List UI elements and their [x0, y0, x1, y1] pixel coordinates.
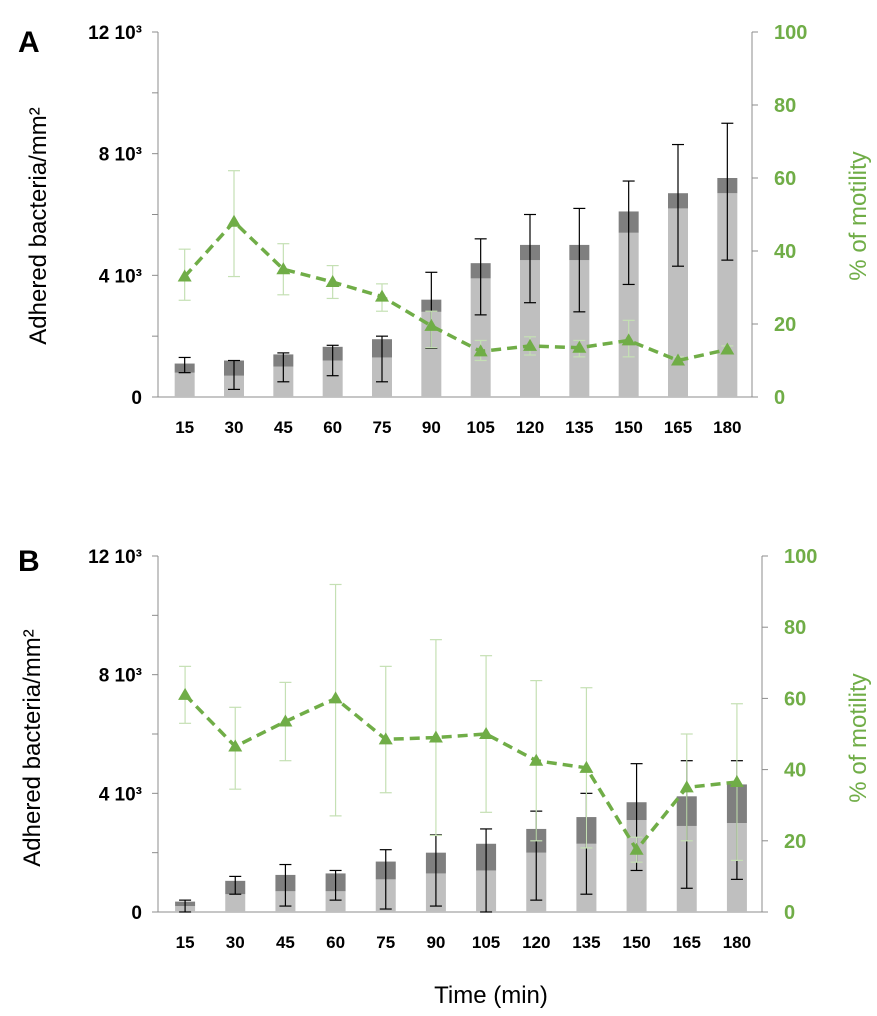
- bar-lower-segment: [325, 891, 346, 912]
- y-tick-label-left: 4 10³: [99, 266, 142, 287]
- y-axis-label-left-b: Adhered bacteria/mm²: [19, 629, 46, 866]
- x-tick-label: 150: [622, 933, 650, 952]
- x-tick-label: 30: [225, 418, 244, 437]
- motility-marker: [227, 214, 241, 227]
- y-tick-label-left: 8 10³: [99, 666, 142, 687]
- bar-lower-segment: [668, 208, 688, 397]
- x-tick-label: 120: [522, 933, 550, 952]
- x-axis-label: Time (min): [434, 982, 548, 1009]
- x-tick-label: 75: [376, 933, 395, 952]
- y-tick-label-left: 8 10³: [99, 145, 142, 166]
- y-tick-label-right: 20: [774, 314, 796, 336]
- panel-a: 0 4 10³ 8 10³ 12 10³ 0 20 40 60 80 100 15 30 45 60 75 9…: [18, 22, 872, 437]
- x-tick-label: 120: [516, 418, 544, 437]
- x-tick-label: 90: [422, 418, 441, 437]
- motility-marker: [729, 775, 744, 788]
- y-tick-label-right: 40: [784, 760, 806, 782]
- bar-lower-segment: [470, 278, 491, 397]
- bar-lower-segment: [569, 260, 590, 397]
- y-tick-label-right: 0: [784, 902, 795, 924]
- y-tick-label-right: 60: [774, 168, 796, 190]
- x-tick-label: 60: [326, 933, 345, 952]
- bar-lower-segment: [618, 232, 639, 397]
- x-tick-label: 75: [373, 418, 392, 437]
- x-tick-label: 45: [276, 933, 295, 952]
- y-tick-label-right: 60: [784, 688, 806, 710]
- y-tick-label-right: 20: [784, 831, 806, 853]
- x-tick-label: 180: [723, 933, 751, 952]
- x-tick-label: 165: [673, 933, 701, 952]
- motility-marker: [720, 342, 735, 355]
- motility-marker: [178, 687, 193, 700]
- y-tick-label-right: 100: [784, 546, 817, 568]
- motility-marker: [428, 730, 443, 743]
- motility-marker: [572, 340, 587, 353]
- motility-marker: [276, 262, 291, 275]
- y-tick-label-left: 0: [131, 388, 142, 409]
- y-axis-label-right-a: % of motility: [845, 151, 872, 280]
- bar-lower-segment: [520, 260, 540, 397]
- motility-marker: [529, 753, 544, 766]
- motility-line: [183, 693, 738, 853]
- x-tick-label: 150: [614, 418, 642, 437]
- bar-lower-segment: [174, 372, 195, 397]
- motility-marker: [523, 338, 537, 351]
- y-tick-label-left: 4 10³: [99, 784, 142, 805]
- motility-marker: [479, 727, 494, 739]
- motility-marker: [177, 269, 192, 282]
- y-axis-label-right-b: % of motility: [845, 673, 872, 802]
- bar-lower-segment: [421, 311, 442, 397]
- x-tick-label: 135: [572, 933, 600, 952]
- y-tick-label-right: 100: [774, 22, 807, 44]
- x-tick-label: 105: [466, 418, 494, 437]
- bar-lower-segment: [225, 894, 246, 912]
- y-tick-label-left: 12 10³: [88, 547, 142, 568]
- motility-line: [183, 219, 728, 363]
- x-tick-label: 15: [176, 933, 195, 952]
- x-tick-label: 30: [226, 933, 245, 952]
- motility-marker: [228, 739, 243, 752]
- x-tick-label: 165: [664, 418, 692, 437]
- motility-marker: [325, 275, 340, 288]
- motility-marker: [424, 318, 439, 331]
- motility-marker: [621, 333, 636, 346]
- x-tick-label: 90: [426, 933, 445, 952]
- motility-marker: [671, 353, 685, 366]
- motility-marker: [375, 289, 389, 302]
- x-tick-label: 180: [713, 418, 741, 437]
- panel-b: 0 4 10³ 8 10³ 12 10³ 0 20 40 60 80 100 15 30 45 60 75 9…: [18, 545, 872, 1009]
- x-tick-label: 135: [565, 418, 593, 437]
- panel-letter-a: A: [18, 26, 40, 59]
- y-axis-label-left-a: Adhered bacteria/mm²: [25, 107, 52, 344]
- y-tick-label-right: 80: [784, 617, 806, 639]
- bar-lower-segment: [322, 360, 343, 397]
- y-tick-label-left: 12 10³: [88, 23, 142, 44]
- x-tick-label: 60: [323, 418, 342, 437]
- x-tick-label: 45: [274, 418, 293, 437]
- motility-marker: [328, 691, 343, 704]
- panel-letter-b: B: [18, 545, 40, 578]
- x-tick-label: 105: [472, 933, 500, 952]
- motility-marker: [629, 842, 644, 855]
- motility-marker: [473, 344, 488, 357]
- motility-marker: [378, 732, 393, 745]
- y-tick-label-right: 40: [774, 241, 796, 263]
- motility-marker: [278, 714, 293, 727]
- motility-marker: [679, 780, 694, 793]
- y-tick-label-right: 0: [774, 387, 785, 409]
- x-tick-label: 15: [175, 418, 194, 437]
- motility-marker: [579, 760, 594, 773]
- y-tick-label-left: 0: [131, 903, 142, 924]
- y-tick-label-right: 80: [774, 95, 796, 117]
